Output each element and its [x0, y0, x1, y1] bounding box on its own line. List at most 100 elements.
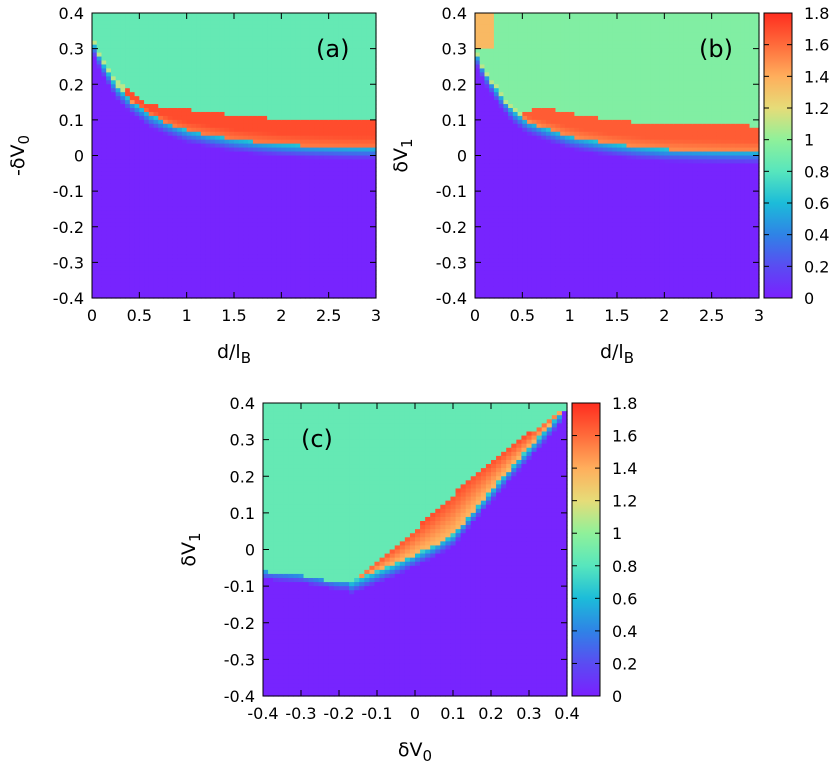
heatmap-cell	[167, 143, 174, 149]
heatmap-cell	[177, 52, 183, 58]
heatmap-cell	[484, 246, 490, 252]
heatmap-cell	[323, 274, 330, 279]
heatmap-cell	[229, 92, 235, 97]
heatmap-cell	[333, 183, 339, 188]
heatmap-cell	[361, 254, 368, 260]
heatmap-cell	[305, 119, 311, 125]
heatmap-cell	[115, 266, 121, 271]
heatmap-cell	[493, 143, 500, 149]
heatmap-cell	[493, 76, 500, 81]
heatmap-cell	[106, 84, 112, 89]
heatmap-cell	[205, 72, 211, 77]
heatmap-cell	[338, 115, 344, 121]
heatmap-cell	[172, 163, 178, 168]
heatmap-cell	[163, 214, 169, 220]
heatmap-cell	[267, 68, 273, 73]
heatmap-cell	[333, 286, 339, 291]
heatmap-cell	[309, 143, 316, 149]
heatmap-cell	[229, 72, 235, 77]
heatmap-cell	[210, 131, 216, 137]
heatmap-cell	[271, 234, 278, 240]
heatmap-cell	[267, 96, 273, 101]
heatmap-cell	[196, 278, 202, 283]
heatmap-cell	[101, 258, 107, 263]
heatmap-cell	[110, 76, 117, 81]
heatmap-cell	[115, 171, 121, 176]
heatmap-cell	[229, 147, 235, 153]
heatmap-cell	[295, 179, 301, 184]
heatmap-cell	[512, 13, 519, 18]
heatmap-cell	[115, 147, 121, 153]
y-axis-label-base: -δV	[7, 145, 29, 176]
heatmap-cell	[484, 56, 490, 62]
heatmap-cell	[479, 230, 486, 236]
heatmap-cell	[281, 218, 287, 224]
heatmap-cell	[101, 131, 107, 137]
heatmap-cell	[181, 278, 188, 283]
heatmap-cell	[333, 187, 339, 192]
heatmap-cell	[512, 111, 519, 117]
heatmap-cell	[205, 199, 211, 204]
heatmap-cell	[290, 294, 297, 299]
heatmap-cell	[479, 187, 486, 192]
heatmap-cell	[134, 250, 140, 256]
heatmap-cell	[252, 100, 259, 105]
heatmap-cell	[276, 203, 282, 208]
heatmap-cell	[215, 226, 221, 232]
heatmap-cell	[144, 147, 150, 153]
heatmap-cell	[319, 135, 325, 141]
heatmap-cell	[508, 131, 514, 137]
heatmap-cell	[342, 44, 349, 50]
heatmap-cell	[328, 32, 334, 38]
heatmap-cell	[352, 96, 358, 101]
heatmap-cell	[177, 203, 183, 208]
heatmap-cell	[252, 52, 259, 58]
heatmap-cell	[101, 16, 107, 22]
heatmap-cell	[503, 123, 509, 129]
heatmap-cell	[210, 246, 216, 252]
heatmap-cell	[167, 72, 174, 77]
heatmap-cell	[181, 139, 188, 145]
heatmap-cell	[305, 68, 311, 73]
heatmap-cell	[120, 199, 126, 204]
heatmap-cell	[144, 199, 150, 204]
heatmap-cell	[200, 274, 207, 279]
heatmap-cell	[120, 203, 126, 208]
heatmap-cell	[125, 163, 131, 168]
heatmap-cell	[96, 115, 103, 121]
heatmap-cell	[290, 206, 297, 212]
heatmap-cell	[333, 20, 339, 26]
heatmap-cell	[295, 84, 301, 89]
heatmap-cell	[295, 214, 301, 220]
heatmap-cell	[333, 278, 339, 283]
heatmap-cell	[493, 246, 500, 252]
heatmap-cell	[191, 250, 197, 256]
heatmap-cell	[224, 13, 230, 18]
heatmap-cell	[352, 278, 358, 283]
heatmap-cell	[328, 278, 334, 283]
heatmap-cell	[498, 111, 504, 117]
heatmap-cell	[224, 294, 230, 299]
heatmap-cell	[290, 44, 297, 50]
heatmap-cell	[357, 222, 363, 228]
heatmap-cell	[167, 115, 174, 121]
heatmap-cell	[101, 115, 107, 121]
heatmap-cell	[479, 92, 486, 97]
heatmap-cell	[252, 226, 259, 232]
heatmap-cell	[290, 115, 297, 121]
heatmap-cell	[286, 115, 292, 121]
heatmap-cell	[319, 48, 325, 54]
heatmap-cell	[323, 266, 330, 271]
heatmap-cell	[115, 64, 121, 70]
heatmap-cell	[319, 143, 325, 149]
heatmap-cell	[234, 226, 240, 232]
heatmap-cell	[257, 203, 263, 208]
heatmap-cell	[309, 286, 316, 291]
heatmap-cell	[125, 266, 131, 271]
heatmap-cell	[366, 123, 372, 129]
heatmap-cell	[153, 88, 159, 93]
heatmap-cell	[257, 36, 263, 42]
heatmap-cell	[314, 163, 320, 168]
heatmap-cell	[484, 147, 490, 153]
heatmap-cell	[139, 274, 145, 279]
